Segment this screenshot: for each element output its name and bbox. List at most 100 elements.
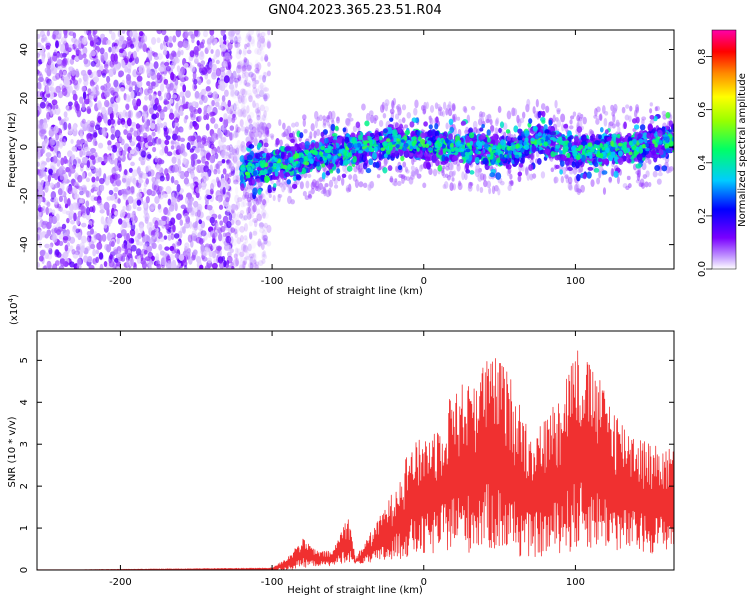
spectrogram-cell xyxy=(302,118,306,127)
spectrogram-cell xyxy=(114,129,121,139)
spectrogram-cell xyxy=(667,166,672,174)
spectrogram-cell xyxy=(529,173,534,181)
spectrogram-cell xyxy=(294,121,300,127)
spectrogram-cell xyxy=(168,112,175,120)
spectrogram-cell xyxy=(41,145,46,154)
spectrogram-cell xyxy=(79,149,83,158)
spectrogram-cell xyxy=(598,170,602,179)
spectrogram-cell xyxy=(235,147,240,156)
spectrogram-cell xyxy=(264,136,268,143)
spectrogram-cell xyxy=(111,152,115,160)
spectrogram-cell xyxy=(109,60,115,68)
spectrogram-cell xyxy=(102,114,108,122)
spectrogram-cell xyxy=(237,197,243,203)
spectrogram-cell xyxy=(58,167,63,175)
spectrogram-cell xyxy=(206,194,213,200)
spectrogram-cell xyxy=(652,170,658,178)
spectrogram-cell xyxy=(540,171,546,179)
spectrogram-cell xyxy=(258,74,264,80)
spectrogram-cell xyxy=(37,204,42,213)
spectrogram-cell xyxy=(55,85,62,93)
spectrogram-cell xyxy=(239,226,245,233)
spectrogram-cell xyxy=(234,30,241,35)
spectrogram-cell xyxy=(360,167,364,175)
spectrogram-cell xyxy=(261,85,267,94)
spectrogram-cell xyxy=(130,186,135,192)
spectrogram-cell xyxy=(381,101,385,111)
spectrogram-cell xyxy=(259,104,265,112)
spectrogram-cell xyxy=(200,145,205,153)
spectrogram-cell xyxy=(257,32,263,38)
spectrogram-cell xyxy=(127,196,134,204)
spectrogram-cell xyxy=(37,161,40,167)
spectrogram-cell xyxy=(313,130,317,139)
spectrogram-cell xyxy=(391,100,395,109)
spectrogram-cell xyxy=(268,193,272,199)
spectrogram-cell xyxy=(182,40,189,48)
spectrogram-cell xyxy=(241,101,246,110)
spectrogram-cell xyxy=(41,56,45,64)
spectrogram-cell xyxy=(188,135,194,142)
spectrogram-cell xyxy=(55,40,59,49)
spectrogram-cell xyxy=(243,79,248,86)
spectrogram-cell xyxy=(38,123,44,130)
spectrogram-cell xyxy=(222,144,227,150)
spectrogram-cell xyxy=(348,117,354,122)
spectrogram-cell xyxy=(256,208,261,215)
spectrogram-cell xyxy=(107,232,112,242)
spectrogram-cell xyxy=(67,160,73,168)
spectrogram-cell xyxy=(101,39,105,45)
spectrogram-cell xyxy=(257,238,262,247)
spectrogram-cell xyxy=(240,63,246,70)
spectrogram-cell xyxy=(202,95,208,104)
spectrogram-cell xyxy=(236,74,242,81)
spectrogram-cell xyxy=(537,111,542,119)
spectrogram-cell xyxy=(595,118,600,125)
spectrogram-cell xyxy=(649,102,653,107)
spectrogram-cell xyxy=(245,213,251,221)
spectrogram-cell xyxy=(243,61,249,70)
spectrogram-cell xyxy=(413,107,418,116)
spectrogram-cell xyxy=(174,202,178,212)
spectrogram-cell xyxy=(56,204,62,209)
spectrogram-cell xyxy=(72,93,78,102)
spectrogram-cell xyxy=(173,164,180,173)
spectrogram-cell xyxy=(233,213,240,222)
spectrogram-cell xyxy=(518,162,524,168)
spectrogram-cell xyxy=(129,30,133,38)
spectrogram-cell xyxy=(201,136,207,145)
spectrogram-cell xyxy=(264,54,269,63)
spectrogram-cell xyxy=(236,47,241,55)
spectrogram-cell xyxy=(45,152,52,158)
spectrogram-cell xyxy=(278,119,282,127)
spectrogram-cell xyxy=(569,115,575,120)
spectrogram-cell xyxy=(49,138,55,147)
spectrogram-cell xyxy=(48,215,53,225)
spectrogram-cell xyxy=(324,183,329,188)
spectrogram-cell xyxy=(507,149,513,156)
spectrogram-cell xyxy=(84,73,90,82)
spectrogram-cell xyxy=(38,76,45,83)
spectrogram-cell xyxy=(168,205,175,212)
spectrogram-cell xyxy=(64,203,69,209)
spectrogram-cell xyxy=(218,139,224,147)
spectrogram-cell xyxy=(316,185,321,192)
spectrogram-cell xyxy=(239,210,245,215)
spectrogram-cell xyxy=(58,140,64,149)
spectrogram-cell xyxy=(113,249,119,255)
spectrogram-cell xyxy=(113,45,118,53)
spectrogram-cell xyxy=(242,109,247,118)
spectrogram-cell xyxy=(498,127,502,134)
spectrogram-cell xyxy=(213,232,218,237)
spectrogram-cell xyxy=(637,133,643,138)
spectrogram-cell xyxy=(302,114,307,121)
spectrogram-cell xyxy=(183,63,189,68)
spectrogram-cell xyxy=(203,165,209,173)
spectrogram-cell xyxy=(235,161,240,171)
spectrogram-cell xyxy=(305,180,310,189)
spectrogram-cell xyxy=(262,225,267,231)
spectrogram-cell xyxy=(428,168,433,175)
spectrogram-cell xyxy=(164,35,169,43)
spectrogram-cell xyxy=(521,111,526,119)
spectrogram-cell xyxy=(179,137,186,142)
